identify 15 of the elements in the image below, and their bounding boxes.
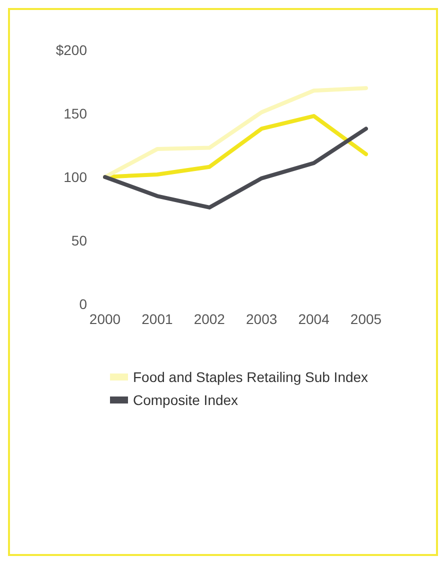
- x-tick-label: 2001: [142, 311, 173, 327]
- line-series: [103, 86, 368, 179]
- y-tick-label: 150: [64, 106, 88, 122]
- legend-label: Composite Index: [133, 392, 238, 408]
- y-tick-label: 0: [79, 296, 88, 312]
- line-series: [103, 126, 368, 210]
- y-tick-label: 100: [64, 169, 88, 185]
- y-tick-label: 50: [71, 232, 88, 248]
- y-tick-label: $200: [56, 42, 88, 58]
- x-tick-label: 2003: [246, 311, 278, 327]
- legend-label: Food and Staples Retailing Sub Index: [133, 369, 368, 385]
- x-tick-label: 2005: [350, 311, 382, 327]
- x-tick-label: 2002: [194, 311, 226, 327]
- x-tick-label: 2000: [89, 311, 121, 327]
- x-tick-label: 2004: [298, 311, 330, 327]
